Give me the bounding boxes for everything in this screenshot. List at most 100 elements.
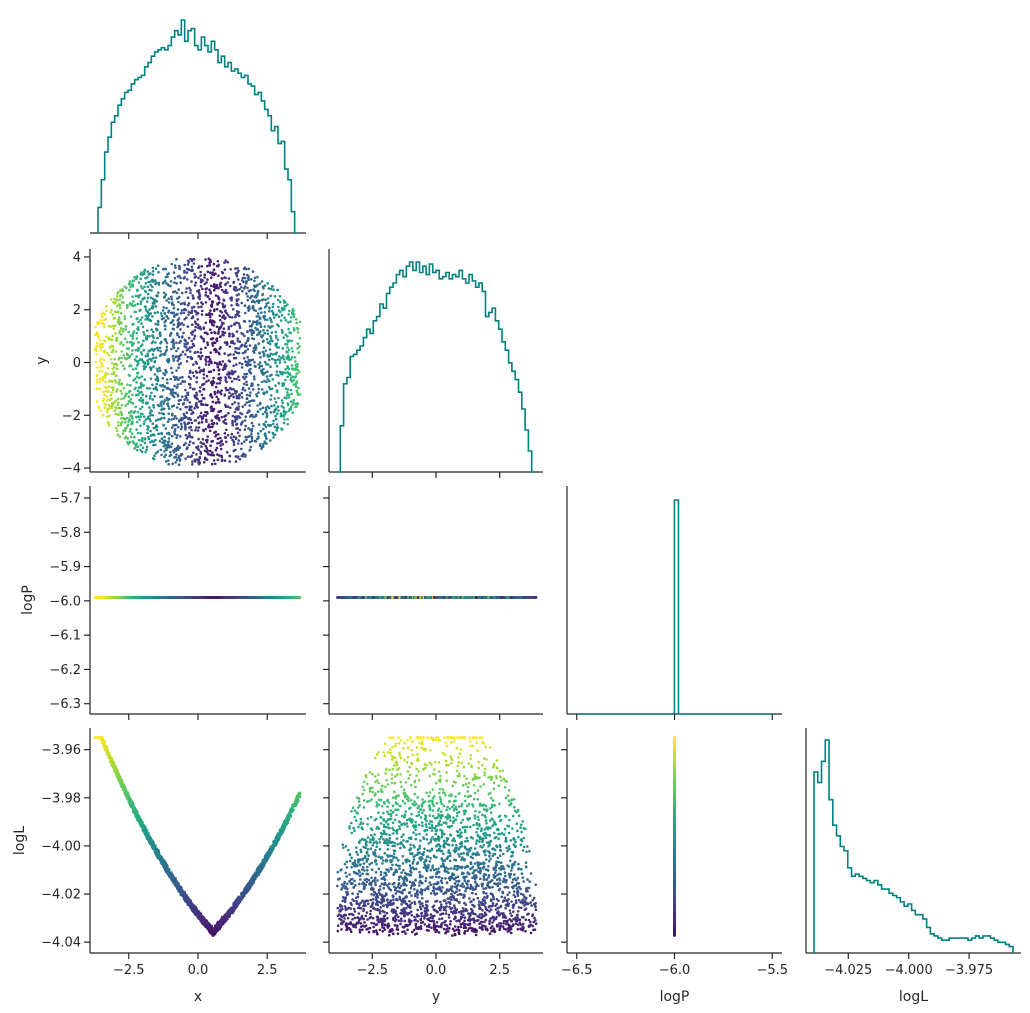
- scatter-point: [119, 422, 123, 425]
- scatter-point: [95, 352, 98, 356]
- scatter-point: [215, 422, 219, 425]
- scatter-point: [112, 327, 116, 330]
- scatter-point: [196, 416, 200, 419]
- scatter-point: [195, 391, 198, 395]
- scatter-point: [251, 305, 255, 308]
- scatter-point: [262, 346, 266, 350]
- scatter-point: [253, 364, 257, 368]
- scatter-point: [207, 425, 211, 429]
- scatter-point: [269, 335, 272, 338]
- scatter-point: [225, 440, 228, 444]
- scatter-point: [227, 411, 230, 415]
- scatter-point: [119, 361, 123, 364]
- scatter-point: [109, 298, 113, 301]
- scatter-point: [282, 406, 285, 409]
- scatter-point: [187, 417, 190, 421]
- scatter-point: [186, 325, 190, 328]
- scatter-point: [107, 424, 111, 427]
- scatter-point: [118, 320, 122, 324]
- scatter-point: [160, 404, 163, 408]
- scatter-point: [194, 370, 198, 373]
- scatter-point: [101, 364, 104, 367]
- scatter-point: [266, 332, 270, 336]
- scatter-point: [269, 439, 272, 442]
- scatter-point: [257, 342, 261, 345]
- scatter-point: [133, 387, 136, 391]
- scatter-point: [198, 297, 201, 301]
- scatter-point: [137, 439, 141, 442]
- scatter-point: [220, 439, 223, 443]
- scatter-point: [176, 359, 180, 363]
- scatter-point: [242, 357, 246, 360]
- scatter-point: [155, 294, 159, 298]
- scatter-point: [218, 347, 222, 350]
- scatter-point: [219, 326, 223, 329]
- scatter-point: [269, 352, 273, 356]
- scatter-point: [180, 453, 184, 456]
- scatter-point: [246, 364, 249, 367]
- scatter-point: [106, 372, 109, 376]
- y-tick-label: 4: [73, 250, 81, 265]
- scatter-point: [264, 420, 268, 424]
- scatter-point: [210, 422, 214, 426]
- scatter-point: [227, 373, 231, 376]
- scatter-point: [175, 458, 179, 462]
- scatter-point: [110, 308, 113, 312]
- scatter-point: [210, 419, 214, 422]
- scatter-point: [165, 341, 169, 345]
- scatter-point: [154, 267, 158, 271]
- scatter-point: [114, 301, 117, 304]
- scatter-point: [234, 408, 238, 411]
- scatter-point: [267, 385, 271, 389]
- scatter-point: [277, 396, 280, 400]
- scatter-point: [187, 313, 190, 317]
- scatter-point: [135, 275, 139, 278]
- scatter-point: [170, 371, 174, 375]
- scatter-point: [225, 364, 228, 368]
- scatter-point: [200, 445, 203, 448]
- scatter-point: [236, 431, 240, 435]
- scatter-point: [141, 401, 145, 404]
- scatter-point: [233, 377, 236, 381]
- scatter-point: [117, 381, 121, 384]
- scatter-point: [154, 356, 158, 359]
- scatter-point: [290, 339, 294, 343]
- scatter-point: [168, 433, 171, 436]
- scatter-point: [175, 369, 178, 372]
- scatter-point: [270, 404, 273, 408]
- scatter-point: [216, 260, 220, 263]
- scatter-point: [161, 377, 165, 380]
- scatter-point: [252, 331, 256, 335]
- scatter-point: [166, 381, 169, 385]
- scatter-point: [295, 596, 298, 599]
- scatter-point: [180, 291, 184, 295]
- scatter-point: [199, 284, 203, 288]
- scatter-point: [148, 308, 151, 311]
- scatter-point: [275, 336, 278, 339]
- scatter-point: [229, 436, 233, 439]
- panel-scatter-x-logP: −5.7−5.8−5.9−6.0−6.1−6.2−6.3: [49, 486, 306, 720]
- scatter-point: [269, 365, 272, 369]
- scatter-point: [249, 363, 252, 367]
- scatter-point: [223, 432, 227, 435]
- scatter-point: [222, 322, 225, 325]
- scatter-point: [234, 460, 238, 463]
- scatter-point: [246, 355, 249, 359]
- scatter-point: [224, 418, 227, 422]
- scatter-point: [253, 279, 256, 283]
- scatter-point: [163, 385, 167, 388]
- scatter-point: [155, 382, 159, 386]
- scatter-point: [151, 334, 154, 338]
- scatter-point: [121, 330, 125, 333]
- scatter-point: [193, 276, 197, 279]
- scatter-point: [139, 386, 143, 389]
- scatter-point: [123, 427, 127, 430]
- scatter-point: [218, 410, 221, 413]
- scatter-point: [267, 358, 271, 362]
- scatter-point: [236, 442, 240, 445]
- scatter-point: [195, 458, 198, 461]
- scatter-point: [212, 262, 216, 266]
- scatter-point: [196, 350, 200, 354]
- scatter-point: [150, 366, 153, 370]
- scatter-point: [273, 425, 277, 429]
